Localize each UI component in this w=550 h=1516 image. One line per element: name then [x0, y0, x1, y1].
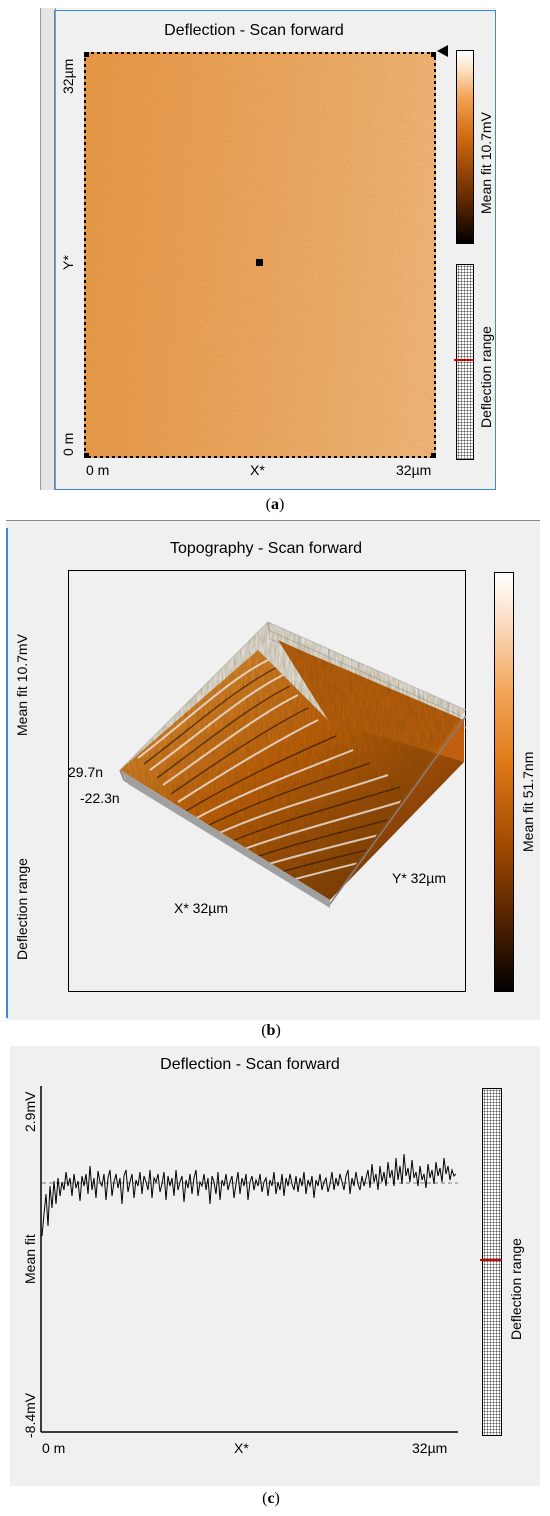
center-marker [256, 259, 263, 266]
panel-b-left-label-top: Mean fit 10.7mV [14, 634, 30, 736]
corner-marker [431, 453, 436, 458]
panel-c-x-right-label: 32µm [412, 1440, 448, 1456]
caption-b: (b) [261, 1022, 281, 1039]
panel-a-window-edge [40, 8, 56, 490]
panel-a: Deflection - Scan forward 32µm Y* 0 m 0 … [40, 8, 496, 490]
panel-b-top-edge [6, 520, 540, 521]
panel-a-colorbar-label: Mean fit 10.7mV [478, 112, 494, 214]
panel-b-title: Topography - Scan forward [169, 540, 363, 557]
panel-a-title: Deflection - Scan forward [164, 22, 344, 39]
panel-c-title: Deflection - Scan forward [160, 1056, 340, 1073]
deflection-profile-line [41, 1153, 457, 1237]
panel-b-z-bottom-label: -22.3n [80, 790, 120, 806]
panel-c-y-mid-label: Mean fit [22, 1234, 38, 1284]
panel-a-range-label: Deflection range [478, 326, 494, 428]
panel-b-z-top-label: 29.7n [68, 764, 104, 780]
panel-b: Topography - Scan forward Mean fit 10.7m… [6, 520, 540, 1020]
panel-c-x-mid-label: X* [234, 1440, 249, 1456]
corner-marker [431, 52, 436, 57]
corner-marker [84, 52, 89, 57]
panel-a-y-mid-label: Y* [60, 255, 76, 270]
panel-a-x-mid-label: X* [250, 462, 265, 478]
panel-b-left-edge [6, 528, 8, 1018]
panel-a-range-marker [454, 359, 474, 361]
panel-b-colorbar-label: Mean fit 51.7nm [520, 751, 536, 852]
panel-b-3d-surface[interactable] [68, 570, 466, 992]
scan-direction-arrow-icon[interactable] [436, 44, 450, 58]
caption-a: (a) [265, 496, 285, 513]
panel-a-x-left-label: 0 m [86, 462, 110, 478]
panel-a-range-bar[interactable] [456, 264, 474, 460]
panel-a-y-bottom-label: 0 m [60, 432, 76, 456]
panel-a-colorbar[interactable] [456, 50, 474, 244]
panel-a-y-top-label: 32µm [60, 58, 76, 94]
caption-c: (c) [262, 1490, 280, 1507]
panel-a-frame [54, 10, 496, 490]
panel-b-x-axis-label: X* 32µm [174, 900, 228, 916]
corner-marker [84, 453, 89, 458]
panel-c-y-bottom-label: -8.4mV [22, 1392, 38, 1438]
panel-c-profile-plot[interactable] [40, 1086, 460, 1436]
panel-c-range-bar[interactable] [482, 1088, 502, 1436]
panel-c: Deflection - Scan forward 2.9mV Mean fit… [10, 1046, 540, 1486]
panel-b-colorbar[interactable] [494, 572, 514, 992]
panel-c-range-marker [480, 1259, 502, 1261]
panel-a-x-right-label: 32µm [396, 462, 432, 478]
panel-c-x-left-label: 0 m [42, 1440, 66, 1456]
panel-c-y-top-label: 2.9mV [22, 1091, 38, 1132]
panel-c-range-label: Deflection range [508, 1238, 524, 1340]
panel-a-deflection-image[interactable] [84, 52, 436, 458]
panel-b-y-axis-label: Y* 32µm [392, 870, 446, 886]
panel-b-left-label-bottom: Deflection range [14, 858, 30, 960]
